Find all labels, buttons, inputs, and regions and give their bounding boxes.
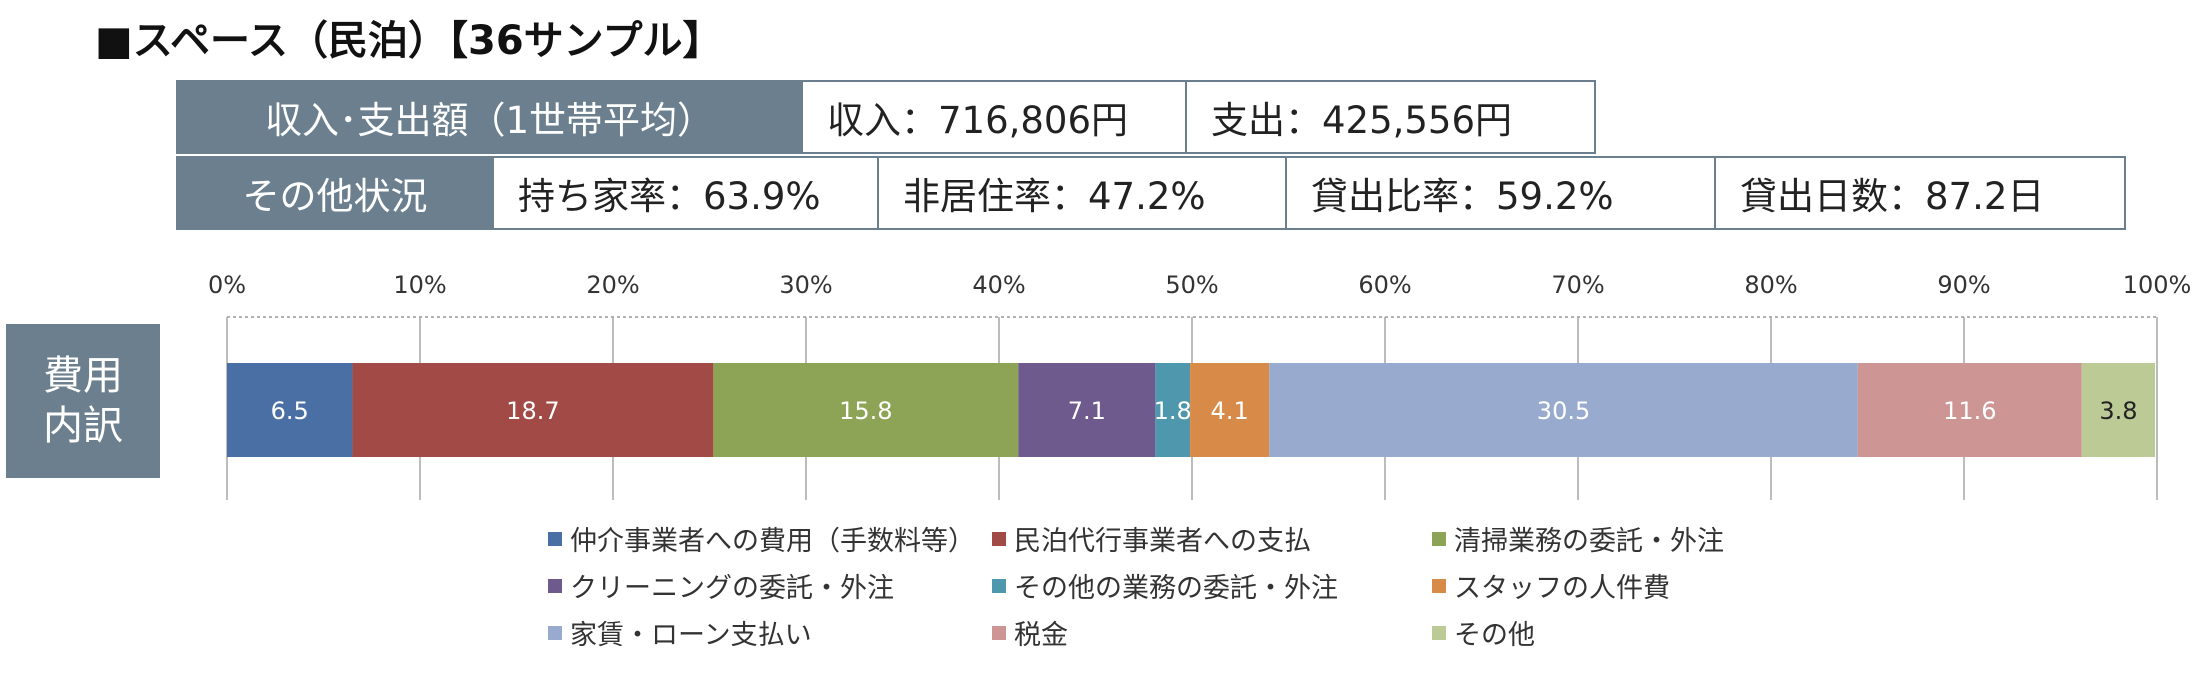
cost-breakdown-label: 費用 内訳 <box>6 324 160 478</box>
bar-segment <box>1155 363 1191 457</box>
legend-label: クリーニングの委託・外注 <box>570 573 894 604</box>
legend-swatch <box>992 625 1006 640</box>
legend-label: その他の業務の委託・外注 <box>1014 573 1338 604</box>
legend-item: 仲介事業者への費用（手数料等） <box>548 519 975 558</box>
legend-swatch <box>992 578 1006 593</box>
other-status-header: その他状況 <box>176 156 494 230</box>
bar-segment <box>1857 363 2082 457</box>
data-label: 15.8 <box>839 397 892 425</box>
bar-segment <box>713 363 1019 457</box>
income-expense-header: 収入･支出額（1世帯平均） <box>176 80 803 154</box>
x-tick-label: 50% <box>1165 271 1218 299</box>
expense-value: 支出：425,556円 <box>1185 80 1596 154</box>
data-label: 30.5 <box>1537 397 1590 425</box>
bar-segment <box>2081 363 2156 457</box>
data-label: 7.1 <box>1068 397 1106 425</box>
legend-item: 税金 <box>992 613 1068 652</box>
bar-segment <box>1190 363 1270 457</box>
legend-item: 家賃・ローン支払い <box>548 613 812 652</box>
income-value: 収入：716,806円 <box>801 80 1187 154</box>
x-tick-label: 100% <box>2123 271 2192 299</box>
legend-item: スタッフの人件費 <box>1432 566 1670 605</box>
cost-breakdown-label-line2: 内訳 <box>43 403 123 449</box>
non-residence-rate: 非居住率：47.2% <box>877 156 1287 230</box>
data-label: 6.5 <box>271 397 309 425</box>
legend-swatch <box>548 578 562 593</box>
legend-item: クリーニングの委託・外注 <box>548 566 894 605</box>
legend-label: スタッフの人件費 <box>1454 573 1670 604</box>
legend-swatch <box>992 531 1006 546</box>
data-label: 1.8 <box>1154 397 1192 425</box>
bar-segment <box>1018 363 1156 457</box>
legend-label: 税金 <box>1014 620 1068 651</box>
data-label: 3.8 <box>2099 397 2137 425</box>
legend-label: 清掃業務の委託・外注 <box>1454 526 1724 557</box>
data-label: 11.6 <box>1943 397 1996 425</box>
legend-item: その他の業務の委託・外注 <box>992 566 1338 605</box>
legend-label: 民泊代行事業者への支払 <box>1014 526 1311 557</box>
x-tick-label: 40% <box>972 271 1025 299</box>
rental-ratio: 貸出比率：59.2% <box>1285 156 1716 230</box>
cost-breakdown-label-line1: 費用 <box>43 353 123 399</box>
bar-segment <box>227 363 353 457</box>
page-title: ■スペース（民泊）【36サンプル】 <box>95 18 723 64</box>
x-tick-label: 70% <box>1551 271 1604 299</box>
legend-swatch <box>1432 531 1446 546</box>
legend-label: 家賃・ローン支払い <box>570 620 812 651</box>
legend-swatch <box>1432 578 1446 593</box>
legend-item: その他 <box>1432 613 1535 652</box>
bar-segment <box>352 363 714 457</box>
x-tick-label: 90% <box>1937 271 1990 299</box>
legend-item: 民泊代行事業者への支払 <box>992 519 1311 558</box>
legend-item: 清掃業務の委託・外注 <box>1432 519 1724 558</box>
x-tick-label: 20% <box>586 271 639 299</box>
x-tick-label: 0% <box>208 271 246 299</box>
stacked-bar-chart: 0% 10% 20% 30% 40% 50% 60% 70% 80% 90% 100% 6.5 18.7… <box>208 271 2192 500</box>
legend-swatch <box>1432 625 1446 640</box>
x-tick-label: 10% <box>393 271 446 299</box>
x-tick-label: 60% <box>1358 271 1411 299</box>
x-tick-label: 30% <box>779 271 832 299</box>
legend-swatch <box>548 625 562 640</box>
ownership-rate: 持ち家率：63.9% <box>492 156 879 230</box>
legend-label: 仲介事業者への費用（手数料等） <box>570 526 975 557</box>
legend-label: その他 <box>1454 620 1535 651</box>
data-label: 18.7 <box>506 397 559 425</box>
bar-segment <box>1269 363 1858 457</box>
rental-days: 貸出日数：87.2日 <box>1714 156 2126 230</box>
x-tick-label: 80% <box>1744 271 1797 299</box>
data-label: 4.1 <box>1211 397 1249 425</box>
legend-swatch <box>548 531 562 546</box>
